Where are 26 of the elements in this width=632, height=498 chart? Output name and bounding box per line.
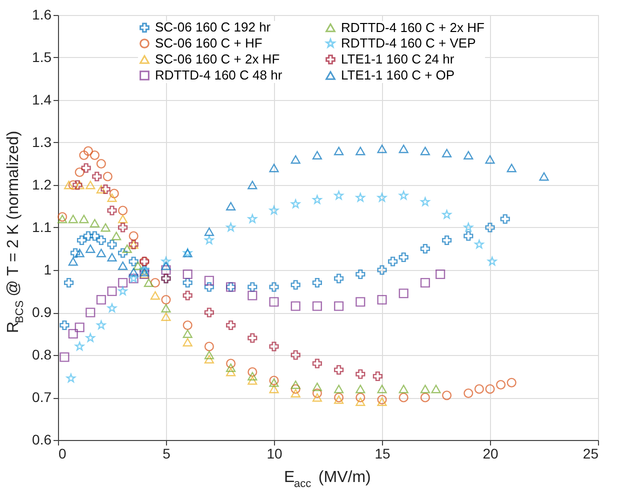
y-tick-label: 1: [44, 262, 52, 278]
y-tick-label: 1.4: [32, 92, 52, 108]
y-tick-label: 0.9: [32, 304, 52, 320]
legend-label: RDTTD-4 160 C 48 hr: [155, 68, 283, 82]
x-tick-label: 10: [266, 446, 282, 462]
x-tick-label: 0: [58, 446, 66, 462]
y-tick-label: 0.6: [32, 432, 52, 448]
legend-label: LTE1-1 160 C + OP: [341, 68, 455, 82]
legend-label: SC-06 160 C + HF: [155, 36, 262, 50]
y-tick-label: 1.2: [32, 176, 52, 192]
y-tick-label: 0.7: [32, 389, 52, 405]
y-axis-title: RBCS @ T = 2 K (normalized): [5, 130, 26, 334]
x-tick-label: 5: [162, 446, 171, 462]
y-tick-label: 1.3: [32, 134, 52, 150]
legend-label: RDTTD-4 160 C + VEP: [341, 36, 476, 50]
y-tick-label: 1.1: [32, 219, 52, 235]
y-tick-label: 1.6: [32, 6, 52, 22]
legend-label: RDTTD-4 160 C + 2x HF: [341, 20, 484, 35]
legend-label: SC-06 160 C + 2x HF: [155, 52, 280, 66]
legend-label: SC-06 160 C 192 hr: [155, 20, 272, 35]
y-tick-label: 0.8: [32, 346, 52, 362]
y-tick-label: 1.5: [32, 49, 52, 65]
x-tick-label: 20: [482, 446, 498, 462]
x-tick-label: 15: [374, 446, 390, 462]
x-tick-label: 25: [582, 446, 599, 462]
legend-label: LTE1-1 160 C 24 hr: [341, 52, 455, 66]
